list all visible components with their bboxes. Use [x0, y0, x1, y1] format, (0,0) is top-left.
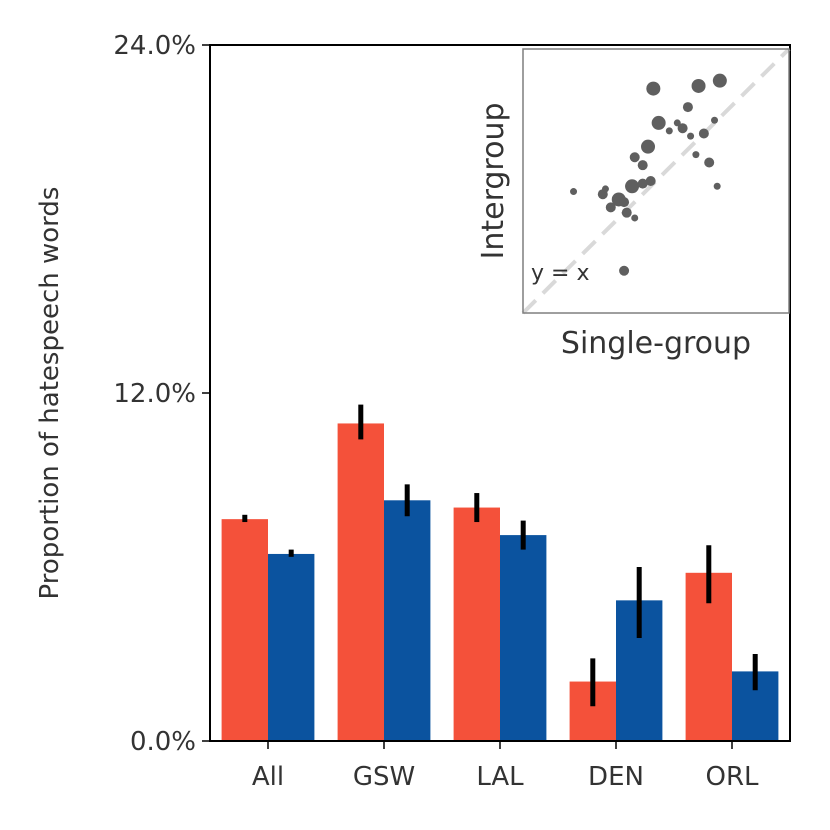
y-tick-label: 12.0% — [113, 379, 196, 409]
inset-y-axis-title: Intergroup — [476, 102, 511, 259]
scatter-point — [704, 157, 715, 168]
scatter-point — [713, 182, 721, 190]
scatter-point — [637, 178, 648, 189]
y-tick-label: 0.0% — [130, 727, 196, 757]
scatter-point — [673, 119, 681, 127]
inset-x-axis-title: Single-group — [561, 326, 751, 361]
scatter-point — [601, 185, 609, 193]
scatter-point — [711, 116, 719, 124]
y-axis-title: Proportion of hatespeech words — [35, 187, 65, 600]
x-tick-label: GSW — [353, 762, 415, 792]
error-bar-layer — [242, 404, 758, 707]
bar-intergroup-gsw — [384, 500, 431, 741]
scatter-point — [677, 123, 688, 134]
inset-plot: y = x Intergroup Single-group — [476, 47, 791, 361]
x-axis-ticks: All GSW LAL DEN ORL — [252, 741, 759, 792]
scatter-point — [629, 152, 640, 163]
scatter-point — [682, 102, 693, 113]
scatter-point — [712, 73, 727, 88]
main-plot: 0.0% 12.0% 24.0% All GSW LAL DEN ORL Proportio… — [35, 31, 791, 792]
bar-single-group-gsw — [337, 423, 384, 741]
scatter-point — [621, 207, 632, 218]
scatter-point — [605, 202, 616, 213]
reference-line — [521, 47, 791, 315]
x-tick-label: All — [252, 762, 284, 792]
y-tick-label: 24.0% — [113, 31, 196, 61]
scatter-point — [651, 115, 666, 130]
scatter-point — [631, 214, 639, 222]
scatter-point — [687, 132, 695, 140]
x-tick-label: DEN — [588, 762, 644, 792]
scatter-point — [646, 81, 661, 96]
scatter-point — [645, 176, 656, 186]
scatter-points — [570, 73, 727, 276]
scatter-point — [692, 151, 700, 159]
scatter-point — [641, 139, 656, 154]
scatter-point — [691, 78, 706, 93]
scatter-point — [570, 188, 578, 196]
scatter-point — [625, 179, 640, 194]
reference-line-label: y = x — [531, 261, 589, 286]
scatter-point — [665, 127, 673, 135]
scatter-point — [698, 128, 709, 139]
inset-frame — [522, 48, 790, 314]
scatter-point — [619, 197, 630, 208]
scatter-point — [619, 265, 630, 276]
bar-intergroup-lal — [500, 535, 547, 741]
bar-single-group-all — [221, 519, 268, 741]
scatter-point — [637, 160, 648, 171]
x-tick-label: LAL — [476, 762, 524, 792]
bar-intergroup-all — [268, 553, 315, 741]
y-axis-ticks: 0.0% 12.0% 24.0% — [113, 31, 210, 757]
x-tick-label: ORL — [705, 762, 759, 792]
bar-single-group-lal — [453, 507, 500, 741]
bar-layer — [221, 423, 779, 741]
